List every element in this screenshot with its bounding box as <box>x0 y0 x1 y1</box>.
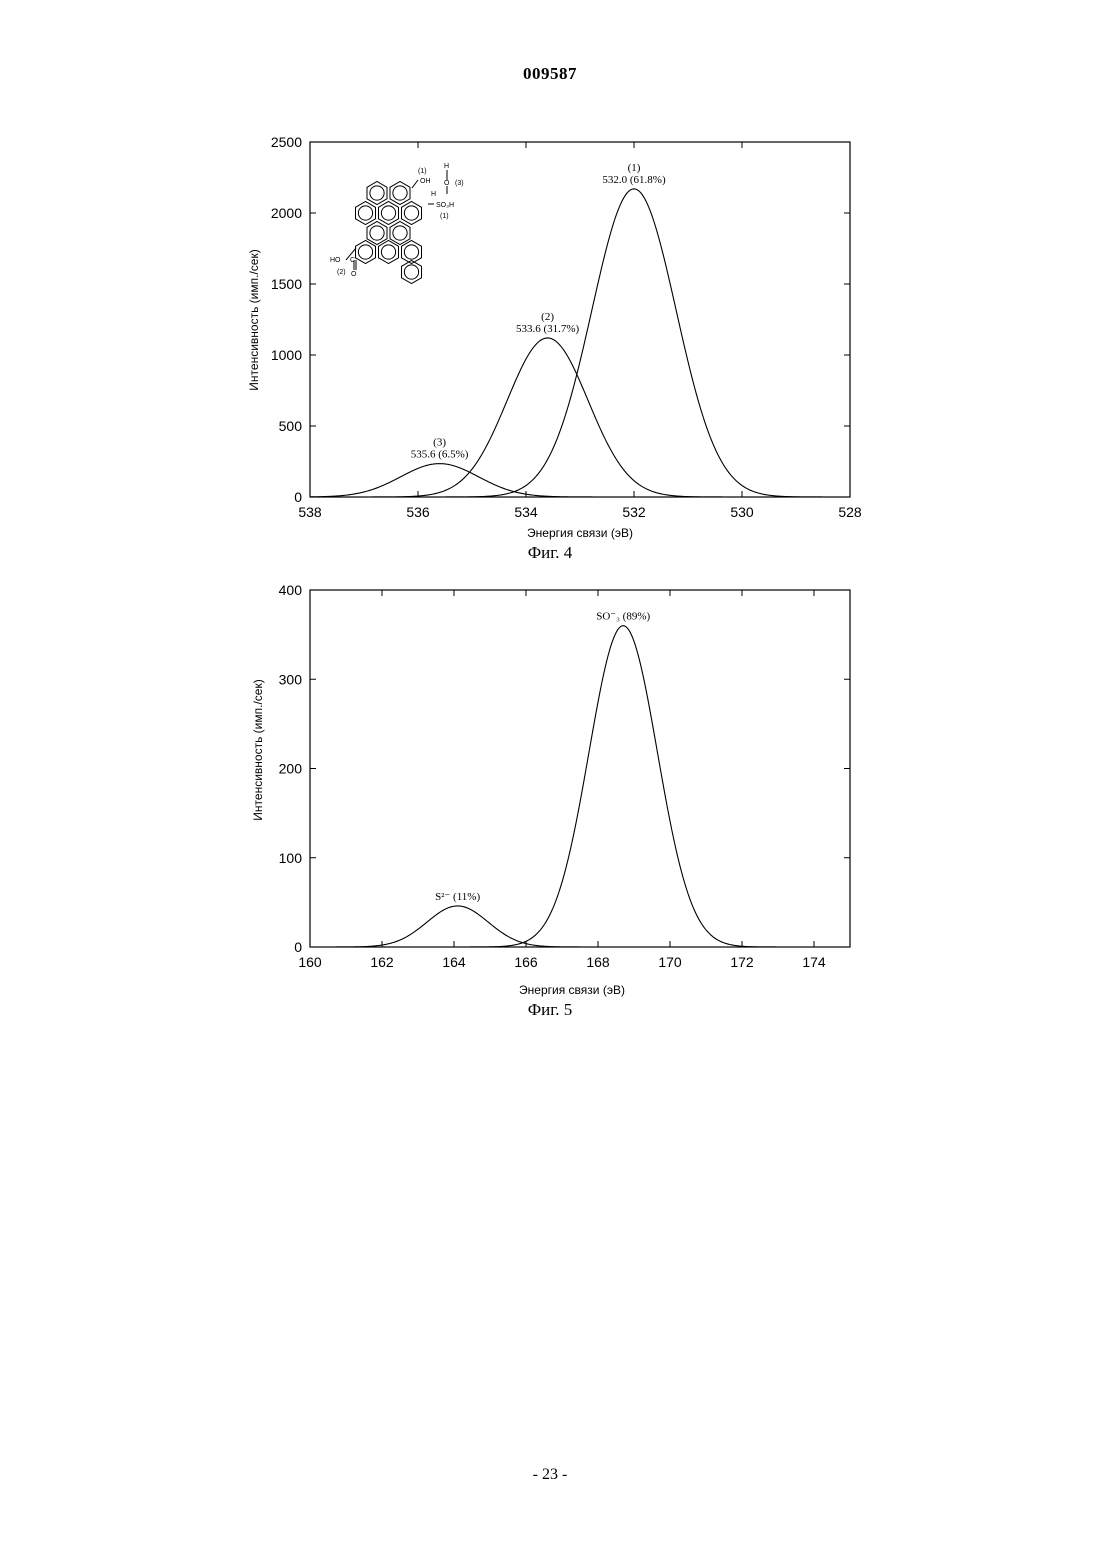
aromatic-circle <box>358 206 372 220</box>
chart-fig5: 160 162 164 166 168 170 172 174 0 100 200 300 400 SO… <box>0 580 1100 1010</box>
y-axis-label: Интенсивность (имп./сек) <box>251 679 265 820</box>
x-tick-label: 172 <box>730 954 754 970</box>
y-tick-label: 400 <box>279 582 303 598</box>
x-tick-label: 536 <box>406 504 430 520</box>
peak-annotation: SO⁻₃ (89%) <box>596 611 650 623</box>
y-tick-label: 300 <box>279 671 303 687</box>
mol-label-oh: OH <box>420 178 431 185</box>
x-axis-label: Энергия связи (эВ) <box>527 526 633 540</box>
molecule-labels: OH (1) H O (3) H SO₃H (1) HO C (2) O <box>330 163 464 278</box>
x-tick-label: 532 <box>622 504 646 520</box>
y-tick-label: 100 <box>279 850 303 866</box>
y-tick-label: 1500 <box>271 276 302 292</box>
peak-annotation: 535.6 (6.5%) <box>411 449 469 461</box>
y-tick-label: 2000 <box>271 205 302 221</box>
y-tick-label: 2500 <box>271 134 302 150</box>
plot-frame <box>310 142 850 497</box>
tick-labels-group: 160 162 164 166 168 170 172 174 0 100 200 300 400 <box>279 582 826 970</box>
ticks-group <box>310 590 850 947</box>
y-axis-label: Интенсивность (имп./сек) <box>247 249 261 390</box>
aromatic-circle <box>370 226 384 240</box>
ticks-group <box>310 142 850 497</box>
x-tick-label: 162 <box>370 954 394 970</box>
aromatic-circle <box>393 226 407 240</box>
mol-label-n1a: (1) <box>418 168 427 175</box>
y-tick-label: 500 <box>279 418 303 434</box>
y-tick-label: 0 <box>294 489 302 505</box>
mol-label-n1b: (1) <box>440 213 449 220</box>
aromatic-circle <box>381 245 395 259</box>
x-tick-label: 160 <box>298 954 322 970</box>
aromatic-circle <box>404 265 418 279</box>
x-tick-label: 164 <box>442 954 466 970</box>
peak-annotation: (3) <box>433 437 446 449</box>
x-tick-label: 530 <box>730 504 754 520</box>
figure-4-caption: Фиг. 4 <box>0 543 1100 563</box>
chart-fig4: 538 536 534 532 530 528 0 500 1000 1500 2000 2500 (… <box>0 130 1100 560</box>
aromatic-circle <box>358 245 372 259</box>
mol-label-o-bridge: O <box>444 180 450 187</box>
peak-curve-2 <box>310 906 850 947</box>
x-tick-label: 528 <box>838 504 862 520</box>
curves-group <box>310 626 850 947</box>
peak-curve-1 <box>310 626 850 947</box>
peak-annotation: S²⁻ (11%) <box>435 891 480 903</box>
mol-label-ho-acid: HO <box>330 257 341 264</box>
curves-group <box>310 189 850 497</box>
document-number: 009587 <box>0 64 1100 84</box>
aromatic-circle <box>370 186 384 200</box>
plot-frame <box>310 590 850 947</box>
x-tick-label: 534 <box>514 504 538 520</box>
aromatic-circle <box>404 245 418 259</box>
x-tick-label: 538 <box>298 504 322 520</box>
y-tick-label: 0 <box>294 939 302 955</box>
peak-annotation: (1) <box>628 162 641 174</box>
figure-5-caption: Фиг. 5 <box>0 1000 1100 1020</box>
x-axis-label: Энергия связи (эВ) <box>519 983 625 997</box>
peak-annotation: 532.0 (61.8%) <box>602 174 666 186</box>
peak-curve-3 <box>310 464 850 497</box>
mol-label-o-acid: O <box>351 271 357 278</box>
x-tick-label: 174 <box>802 954 826 970</box>
mol-label-c-acid: C <box>350 257 355 264</box>
mol-label-n2: (2) <box>337 269 346 276</box>
peak-annotation: 533.6 (31.7%) <box>516 323 580 335</box>
peak-annotation: (2) <box>541 311 554 323</box>
aromatic-circle <box>404 206 418 220</box>
y-tick-label: 200 <box>279 761 303 777</box>
y-tick-label: 1000 <box>271 347 302 363</box>
mol-label-n3: (3) <box>455 180 464 187</box>
mol-label-h-top: H <box>444 163 449 170</box>
aromatic-circle <box>393 186 407 200</box>
mol-label-so3h: SO₃H <box>436 202 454 209</box>
aromatic-rings <box>356 182 422 284</box>
x-tick-label: 170 <box>658 954 682 970</box>
peak-curve-1 <box>310 189 850 497</box>
page-number: - 23 - <box>0 1466 1100 1484</box>
molecule-structure <box>346 170 447 284</box>
x-tick-label: 166 <box>514 954 538 970</box>
aromatic-circle <box>381 206 395 220</box>
annotations-group: SO⁻₃ (89%) S²⁻ (11%) <box>435 611 650 903</box>
mol-label-h-bridge: H <box>431 191 436 198</box>
x-tick-label: 168 <box>586 954 610 970</box>
